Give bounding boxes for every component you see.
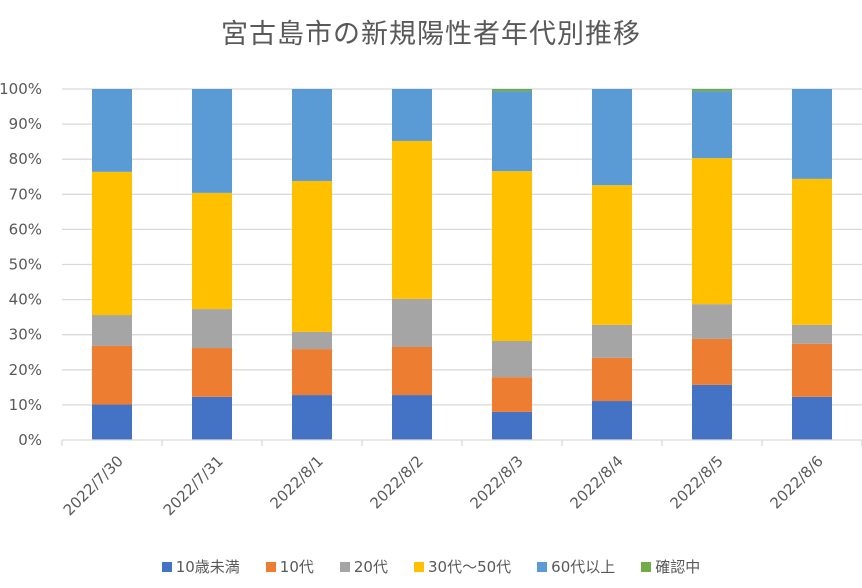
bar-segment [292, 331, 332, 350]
bar-segment [192, 309, 232, 349]
y-tick-label: 40% [9, 291, 42, 309]
bar-segment [92, 404, 132, 440]
legend-item: 30代～50代 [413, 556, 512, 577]
legend-swatch [641, 561, 652, 572]
y-tick-label: 20% [9, 361, 42, 379]
y-tick-label: 70% [9, 185, 42, 203]
bar-segment [692, 89, 732, 92]
legend-label: 10歳未満 [175, 558, 240, 576]
bar-segment [492, 411, 532, 440]
legend-swatch [537, 561, 548, 572]
legend-label: 60代以上 [551, 558, 616, 576]
x-tick-label: 2022/8/3 [466, 452, 526, 512]
y-axis-ticks: 0% 10% 20% 30% 40% 50% 60% 70% 80% 90% 100% [0, 80, 42, 449]
bar-segment [192, 348, 232, 397]
legend-swatch [339, 561, 350, 572]
legend-item: 20代 [339, 556, 388, 577]
bar-segment [292, 395, 332, 440]
legend-swatch [161, 561, 172, 572]
bar-segment [192, 192, 232, 310]
bar-segment [492, 341, 532, 378]
x-tick-label: 2022/8/5 [666, 452, 726, 512]
x-tick-label: 2022/8/2 [366, 452, 426, 512]
bar-segment [492, 91, 532, 172]
bar-segment [92, 89, 132, 172]
bar-segment [392, 140, 432, 299]
legend-label: 30代～50代 [427, 558, 512, 576]
legend-item: 10代 [265, 556, 314, 577]
bar-segment [392, 346, 432, 396]
x-tick-label: 2022/8/6 [766, 452, 826, 512]
bar-segment [92, 315, 132, 346]
chart-title: 宮古島市の新規陽性者年代別推移 [221, 19, 641, 50]
bar-segment [692, 91, 732, 159]
bar-segment [692, 384, 732, 440]
bar-segment [192, 396, 232, 440]
bar-segment [592, 357, 632, 402]
bar-segment [292, 89, 332, 181]
y-tick-label: 10% [9, 396, 42, 414]
bars [92, 89, 832, 440]
y-tick-label: 90% [9, 115, 42, 133]
y-tick-label: 80% [9, 150, 42, 168]
bar-segment [392, 89, 432, 141]
y-tick-label: 50% [9, 256, 42, 274]
bar-segment [292, 180, 332, 332]
bar-segment [792, 343, 832, 397]
y-tick-label: 30% [9, 326, 42, 344]
bar-segment [792, 178, 832, 325]
x-tick-label: 2022/7/31 [160, 452, 227, 519]
bar-segment [492, 377, 532, 412]
bar-segment [592, 401, 632, 440]
y-tick-label: 0% [18, 431, 42, 449]
legend-swatch [413, 561, 424, 572]
bar-segment [792, 396, 832, 440]
legend-label: 確認中 [655, 558, 701, 576]
bar-segment [792, 89, 832, 179]
bar-segment [492, 171, 532, 342]
x-axis-ticks: 2022/7/30 2022/7/31 2022/8/1 2022/8/2 2022/8… [60, 452, 827, 519]
legend-item: 60代以上 [537, 556, 615, 577]
y-tick-label: 100% [0, 80, 42, 98]
bar-segment [792, 324, 832, 344]
y-tick-label: 60% [9, 220, 42, 238]
bar-segment [192, 89, 232, 193]
legend-label: 20代 [353, 558, 388, 576]
bar-segment [592, 89, 632, 186]
bar-segment [492, 89, 532, 92]
x-axis [61, 439, 862, 446]
legend-label: 10代 [279, 558, 314, 576]
bar-segment [592, 324, 632, 358]
legend-item: 確認中 [641, 556, 700, 577]
gridlines [62, 88, 862, 406]
bar-segment [692, 158, 732, 305]
legend: 10歳未満 10代 20代 30代～50代 60代以上 確認中 [0, 556, 862, 577]
bar-segment [592, 185, 632, 325]
bar-segment [92, 171, 132, 316]
bar-segment [692, 304, 732, 339]
x-tick-label: 2022/8/1 [266, 452, 326, 512]
x-tick-label: 2022/7/30 [60, 452, 127, 519]
bar-segment [692, 338, 732, 385]
legend-item: 10歳未満 [161, 556, 240, 577]
x-tick-label: 2022/8/4 [566, 452, 626, 512]
bar-segment [392, 395, 432, 440]
bar-segment [92, 345, 132, 405]
bar-segment [392, 298, 432, 347]
bar-segment [292, 349, 332, 396]
legend-swatch [265, 561, 276, 572]
